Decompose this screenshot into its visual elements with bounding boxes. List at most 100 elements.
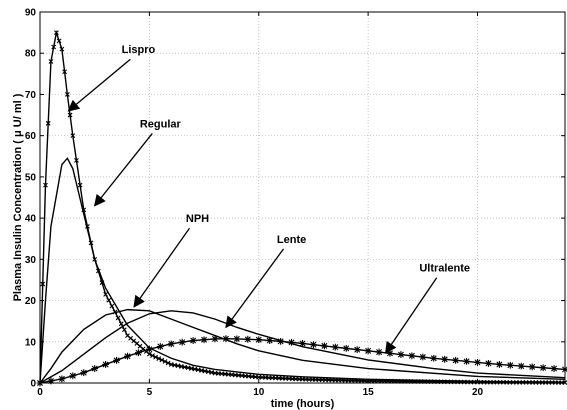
y-tick-label: 0 (30, 379, 36, 390)
data-point-ultralente (80, 369, 88, 377)
data-point-ultralente (463, 357, 470, 365)
data-point-lispro (109, 303, 115, 309)
data-point-lispro (199, 368, 204, 373)
data-point-lispro (62, 69, 67, 75)
data-point-lispro (172, 362, 178, 368)
data-point-ultralente (430, 354, 438, 362)
data-point-lispro (153, 354, 159, 360)
series-lispro (37, 29, 567, 386)
data-point-ultralente (506, 361, 514, 369)
data-point-lispro (67, 112, 73, 118)
plot-frame (39, 11, 566, 384)
annotation-arrow-regular (93, 133, 153, 207)
axes: 0 10 20 30 40 50 60 70 80 90 0 5 10 15 20 (25, 8, 566, 398)
data-point-lispro (202, 368, 208, 374)
data-point-lispro (106, 297, 112, 303)
data-point-ultralente (310, 341, 317, 349)
data-point-ultralente (178, 338, 186, 346)
data-point-ultralente (222, 335, 230, 343)
data-point-ultralente (528, 363, 536, 371)
x-axis-label: time (hours) (271, 398, 335, 410)
data-point-ultralente (266, 337, 274, 344)
x-tick-label: 5 (147, 387, 153, 398)
series-regular (39, 157, 566, 384)
data-series (36, 29, 567, 387)
data-point-ultralente (408, 352, 416, 360)
annotation-arrow-lente (225, 248, 285, 329)
data-point-ultralente (342, 344, 350, 352)
annotation-label-ultralente: Ultralente (419, 263, 470, 275)
data-point-ultralente (47, 377, 55, 385)
data-point-ultralente (561, 365, 567, 373)
data-point-ultralente (156, 343, 164, 350)
x-tick-label: 20 (472, 387, 484, 398)
data-point-lispro (77, 182, 83, 188)
data-point-ultralente (474, 358, 481, 366)
y-tick-label: 80 (25, 49, 37, 60)
data-point-ultralente (517, 362, 525, 370)
annotations: Lispro Regular NPH Lente Ultralente (67, 44, 470, 354)
y-tick-label: 60 (25, 131, 37, 142)
data-point-ultralente (550, 365, 558, 372)
data-point-lispro (182, 364, 188, 370)
annotation-label-lispro: Lispro (122, 44, 156, 56)
data-point-ultralente (145, 345, 153, 353)
data-point-ultralente (331, 343, 339, 351)
series-line-regular (39, 157, 566, 384)
data-point-lispro (56, 38, 62, 44)
data-point-ultralente (135, 349, 142, 357)
data-point-lispro (185, 365, 191, 371)
data-point-ultralente (124, 352, 131, 360)
data-point-lispro (59, 46, 65, 52)
y-axis-label: Plasma Insulin Concentration ( μ U/ ml ) (12, 93, 24, 301)
data-point-lispro (159, 357, 165, 363)
grid-lines (40, 12, 565, 383)
y-tick-label: 30 (25, 255, 37, 266)
annotation-arrow-ultralente (384, 277, 438, 354)
annotation-arrow-lispro (67, 58, 131, 112)
data-point-ultralente (211, 335, 219, 343)
annotation-arrow-nph (133, 227, 191, 308)
data-point-ultralente (244, 335, 252, 343)
data-point-lispro (146, 351, 152, 357)
data-point-ultralente (353, 346, 361, 354)
data-point-lispro (48, 59, 54, 64)
data-point-lispro (165, 360, 171, 366)
x-tick-label: 10 (253, 387, 265, 398)
data-point-ultralente (299, 340, 306, 347)
data-point-ultralente (167, 340, 175, 348)
data-point-lispro (150, 353, 155, 359)
data-point-lispro (51, 44, 57, 50)
data-point-ultralente (364, 347, 372, 355)
data-point-lispro (189, 366, 194, 371)
annotation-label-regular: Regular (140, 118, 182, 130)
data-point-lispro (195, 367, 201, 373)
data-point-ultralente (233, 335, 241, 343)
x-tick-label: 15 (363, 387, 375, 398)
data-point-lispro (54, 30, 59, 36)
series-line-lispro (39, 29, 566, 384)
data-point-lispro (209, 370, 215, 375)
data-point-ultralente (113, 356, 120, 364)
data-point-ultralente (320, 342, 328, 350)
data-point-lispro (118, 321, 124, 327)
data-point-ultralente (200, 336, 208, 344)
data-point-lispro (205, 369, 211, 375)
data-point-ultralente (375, 348, 383, 356)
data-point-lispro (168, 362, 174, 367)
data-point-lispro (175, 363, 181, 369)
series-line-nph (39, 308, 566, 384)
data-point-ultralente (102, 361, 110, 368)
data-point-lispro (162, 359, 168, 364)
series-line-lente (39, 310, 566, 384)
data-point-lispro (64, 92, 70, 97)
data-point-ultralente (397, 351, 405, 358)
data-point-lispro (43, 182, 48, 188)
data-point-ultralente (189, 337, 197, 344)
data-point-ultralente (452, 356, 460, 364)
data-point-ultralente (69, 372, 77, 380)
data-point-ultralente (255, 336, 263, 344)
y-tick-label: 50 (25, 172, 37, 183)
data-point-lispro (74, 158, 79, 163)
